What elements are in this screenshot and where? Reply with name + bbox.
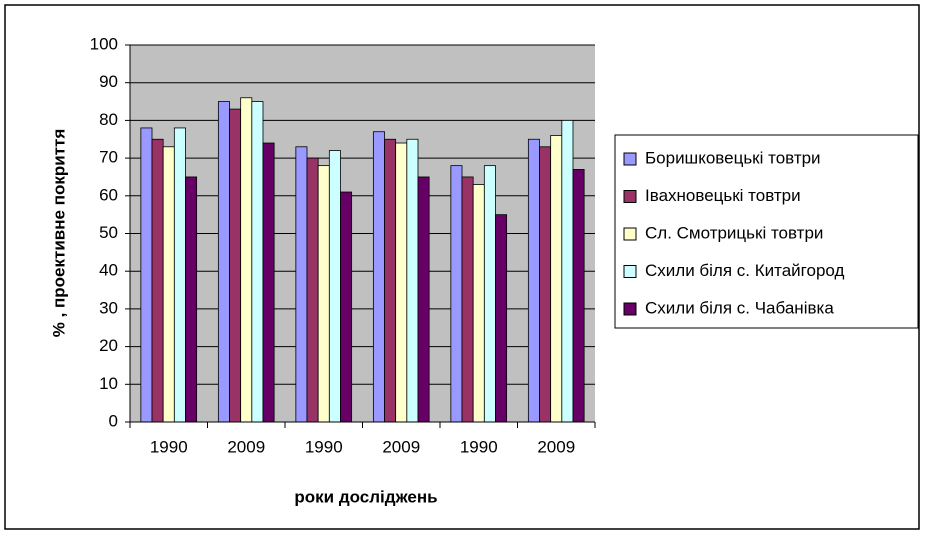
legend-swatch	[623, 190, 637, 203]
y-tick-label: 20	[99, 336, 118, 355]
bar	[306, 157, 319, 423]
bar	[262, 142, 275, 423]
legend-swatch	[623, 265, 637, 278]
bar	[217, 101, 230, 423]
bar	[561, 120, 574, 423]
x-axis-title: роки досліджень	[294, 487, 437, 506]
x-tick-label: 2009	[537, 437, 575, 456]
y-tick-label: 90	[99, 72, 118, 91]
bar	[395, 142, 408, 423]
x-tick-label: 1990	[150, 437, 188, 456]
bar	[450, 165, 463, 423]
bar	[185, 176, 198, 423]
x-tick-label: 1990	[305, 437, 343, 456]
y-tick-label: 70	[99, 148, 118, 167]
y-tick-label: 10	[99, 374, 118, 393]
bar	[151, 138, 164, 423]
y-tick-label: 40	[99, 261, 118, 280]
legend-swatch	[623, 302, 637, 316]
legend-label: Схили біля с. Китайгород	[645, 261, 844, 280]
legend-label: Сл. Смотрицькі товтри	[645, 223, 823, 242]
y-tick-label: 60	[99, 185, 118, 204]
legend-box	[614, 134, 919, 329]
y-tick-label: 80	[99, 110, 118, 129]
legend-swatch	[623, 152, 637, 166]
bar	[340, 191, 353, 423]
bar	[461, 176, 474, 423]
legend-label: Івахновецькі товтри	[645, 186, 801, 205]
x-tick-label: 2009	[382, 437, 420, 456]
bar	[295, 146, 308, 423]
bar	[372, 131, 385, 423]
legend-swatch	[623, 227, 637, 241]
bar	[162, 146, 175, 423]
x-tick-label: 2009	[227, 437, 265, 456]
bar	[251, 101, 264, 423]
bar	[229, 108, 242, 423]
bar	[472, 184, 485, 423]
bar	[406, 138, 419, 423]
bar	[539, 146, 552, 423]
legend-label: Схили біля с. Чабанівка	[645, 298, 834, 317]
bar	[384, 138, 397, 423]
y-tick-label: 30	[99, 298, 118, 317]
bar	[140, 127, 153, 423]
bar	[495, 214, 508, 423]
bar	[173, 127, 186, 423]
bar	[417, 176, 430, 423]
bar	[240, 97, 253, 423]
bar	[550, 135, 563, 423]
bar	[317, 165, 330, 423]
bar	[328, 150, 341, 423]
y-tick-label: 0	[109, 411, 118, 430]
bar	[572, 169, 585, 423]
bar	[527, 138, 540, 423]
legend-label: Боришковецькі товтри	[645, 148, 821, 167]
y-axis-title: % , проективне покриття	[49, 129, 68, 338]
x-tick-label: 1990	[460, 437, 498, 456]
y-tick-label: 50	[99, 223, 118, 242]
y-tick-label: 100	[90, 34, 118, 53]
bar	[483, 165, 496, 423]
